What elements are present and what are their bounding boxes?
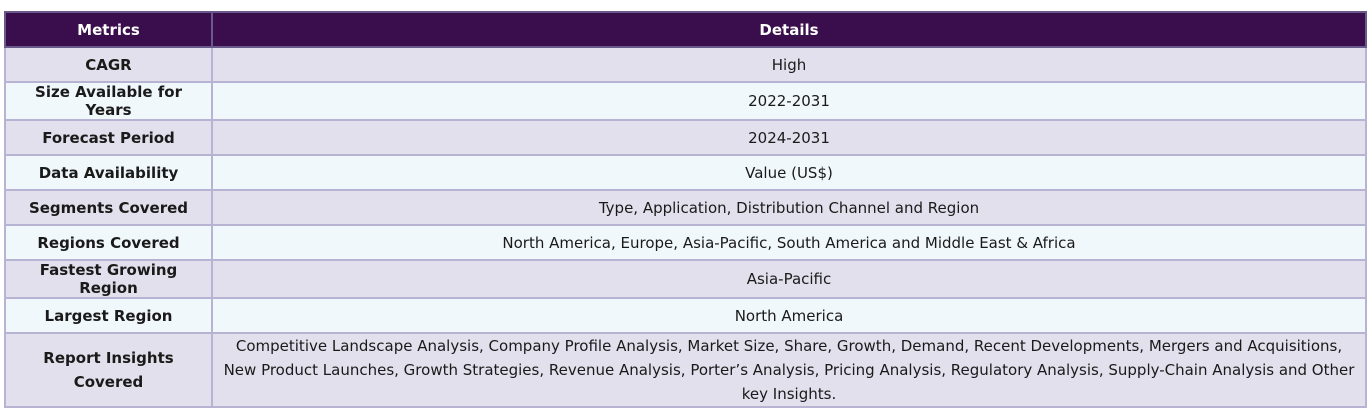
details-column-header: Details <box>211 11 1367 48</box>
metric-cell: Regions Covered <box>4 224 213 261</box>
metric-cell: Fastest Growing Region <box>4 259 213 299</box>
detail-cell: 2022-2031 <box>211 81 1367 121</box>
detail-cell: North America <box>211 297 1367 334</box>
report-metrics-table: Metrics Details CAGR High Size Available… <box>4 11 1367 408</box>
table-row-cagr: CAGR High <box>4 46 1367 83</box>
metric-cell: Size Available for Years <box>4 81 213 121</box>
table-row-fastest-growing-region: Fastest Growing Region Asia-Pacific <box>4 259 1367 299</box>
detail-cell: 2024-2031 <box>211 119 1367 156</box>
metric-cell: Largest Region <box>4 297 213 334</box>
table-row-largest-region: Largest Region North America <box>4 297 1367 334</box>
table-row-forecast-period: Forecast Period 2024-2031 <box>4 119 1367 156</box>
metric-cell: CAGR <box>4 46 213 83</box>
detail-cell: High <box>211 46 1367 83</box>
table-row-regions-covered: Regions Covered North America, Europe, A… <box>4 224 1367 261</box>
metric-cell: Forecast Period <box>4 119 213 156</box>
table-row-segments-covered: Segments Covered Type, Application, Dist… <box>4 189 1367 226</box>
detail-cell: Competitive Landscape Analysis, Company … <box>211 332 1367 408</box>
table-header-row: Metrics Details <box>4 11 1367 48</box>
metric-cell: Data Availability <box>4 154 213 191</box>
metrics-column-header: Metrics <box>4 11 213 48</box>
detail-cell: Asia-Pacific <box>211 259 1367 299</box>
detail-cell: North America, Europe, Asia-Pacific, Sou… <box>211 224 1367 261</box>
metric-cell: Segments Covered <box>4 189 213 226</box>
detail-cell: Value (US$) <box>211 154 1367 191</box>
report-metrics-table-container: Metrics Details CAGR High Size Available… <box>4 11 1367 408</box>
detail-cell: Type, Application, Distribution Channel … <box>211 189 1367 226</box>
table-row-data-availability: Data Availability Value (US$) <box>4 154 1367 191</box>
metric-cell: Report Insights Covered <box>4 332 213 408</box>
table-row-report-insights: Report Insights Covered Competitive Land… <box>4 332 1367 408</box>
table-row-size-available: Size Available for Years 2022-2031 <box>4 81 1367 121</box>
